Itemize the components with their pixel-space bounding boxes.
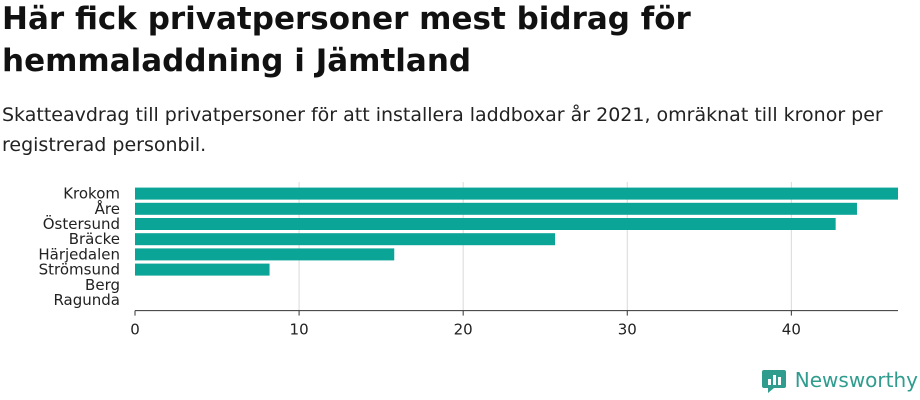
bar-5 bbox=[135, 263, 270, 276]
bar-2 bbox=[135, 218, 836, 230]
x-tick-label-2: 20 bbox=[454, 321, 473, 339]
bar-3 bbox=[135, 233, 556, 246]
category-label-0: Krokom bbox=[63, 185, 120, 203]
category-label-2: Östersund bbox=[43, 214, 120, 233]
x-tick-label-0: 0 bbox=[130, 321, 140, 339]
category-label-1: Åre bbox=[95, 199, 120, 218]
category-label-6: Berg bbox=[85, 276, 120, 294]
x-tick-label-4: 40 bbox=[782, 321, 801, 339]
x-tick-label-1: 10 bbox=[290, 321, 309, 339]
chart-subtitle: Skatteavdrag till privatpersoner för att… bbox=[2, 104, 883, 156]
category-label-4: Härjedalen bbox=[38, 245, 120, 263]
bar-4 bbox=[135, 248, 395, 261]
category-label-5: Strömsund bbox=[39, 261, 120, 279]
bar-chart: KrokomÅreÖstersundBräckeHärjedalenStröms… bbox=[38, 182, 898, 339]
newsworthy-brand-name: Newsworthy bbox=[794, 368, 918, 392]
x-tick-label-3: 30 bbox=[618, 321, 637, 339]
category-label-7: Ragunda bbox=[53, 291, 120, 309]
bar-1 bbox=[135, 202, 857, 215]
chart-title: Här fick privatpersoner mest bidrag för … bbox=[2, 1, 691, 79]
category-label-3: Bräcke bbox=[69, 230, 120, 248]
newsworthy-brand: Newsworthy bbox=[761, 366, 918, 394]
newsworthy-logo-icon bbox=[761, 370, 786, 393]
bar-0 bbox=[135, 187, 898, 200]
